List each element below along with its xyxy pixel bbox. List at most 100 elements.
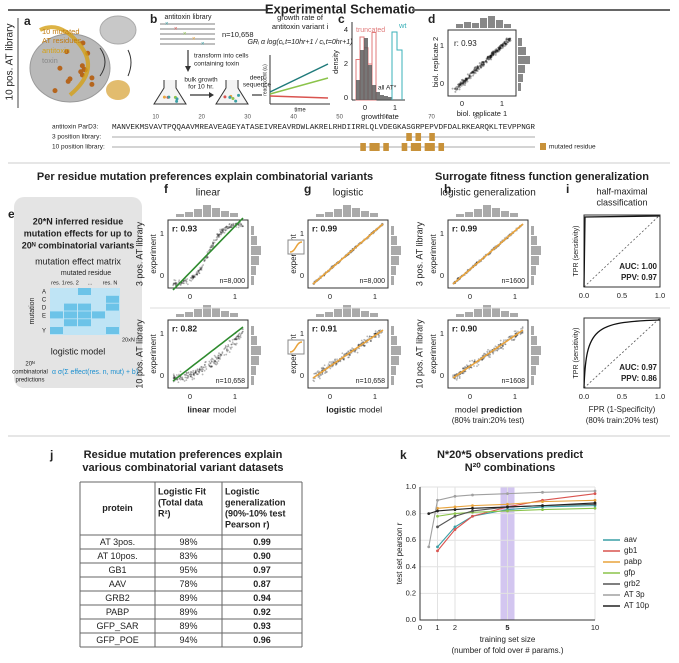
decoration [237,226,240,229]
decoration [501,44,504,47]
decoration [499,45,502,48]
decoration [212,244,215,247]
legend-label: grb2 [624,579,641,588]
decoration [468,367,471,370]
y-tick-label: 1.0 [406,482,416,491]
decoration [215,236,218,239]
decoration [237,93,241,97]
decoration [504,42,507,45]
decoration [208,365,211,368]
decoration [214,356,217,358]
decoration [203,205,211,217]
point [471,504,474,508]
decoration [508,39,511,42]
decoration [217,236,220,239]
decoration [212,358,214,361]
point [436,549,439,553]
decoration [226,345,229,348]
decoration [173,375,176,378]
decoration [504,343,507,346]
decoration [222,228,225,231]
decoration [193,374,196,377]
point [436,525,439,529]
decoration [334,209,342,217]
decoration [507,38,510,41]
tick-label: 2 [344,59,348,68]
decoration [203,260,206,263]
label: r: 0.99 [312,223,337,233]
decoration [322,368,324,370]
decoration [354,350,357,353]
decoration [472,74,475,77]
tick-label: 0 [300,271,304,280]
decoration [201,370,203,373]
decoration [501,46,504,49]
decoration [208,248,211,251]
decoration [458,88,461,91]
decoration [186,283,189,286]
decoration [465,364,468,367]
decoration [499,346,502,349]
decoration [226,350,229,353]
decoration [512,338,515,341]
decoration [470,366,473,369]
decoration [195,370,197,373]
decoration [220,232,223,235]
decoration [325,371,327,374]
decoration [498,47,501,50]
table-cell: 89% [179,621,197,631]
x-axis-label: (number of fold over # params.) [451,646,563,655]
decoration [218,356,221,359]
decoration [235,338,238,341]
decoration [339,360,342,363]
tick-label: 0.0 [579,291,589,300]
decoration [500,43,503,46]
decoration [89,75,95,81]
label: D [42,306,47,312]
decoration [531,346,541,355]
decoration [498,45,501,48]
decoration [473,359,476,361]
decoration [187,371,190,374]
decoration [220,354,223,356]
row-label: 3 pos. AT library [414,221,424,286]
decoration [334,309,342,317]
decoration [225,225,228,228]
decoration [172,373,175,376]
decoration [495,49,498,52]
decoration [498,48,501,51]
decoration [190,375,192,378]
decoration [458,86,461,89]
series-line [437,507,596,517]
decoration [461,367,464,370]
decoration [458,85,461,88]
label: AT residues [42,36,82,45]
decoration [377,336,380,338]
decoration [199,367,201,370]
label: E [42,314,46,320]
decoration [231,341,234,344]
decoration [370,213,378,217]
decoration [185,280,187,282]
decoration [485,58,488,61]
decoration [480,18,487,28]
decoration [187,372,190,374]
decoration [540,143,546,150]
decoration [204,361,207,364]
decoration [223,354,226,356]
decoration [200,268,202,270]
decoration [153,80,187,105]
decoration [184,374,187,376]
decoration [189,375,192,378]
decoration [350,349,352,352]
label: mutated residue [549,144,596,151]
decoration [583,319,661,389]
decoration [211,246,214,249]
decoration [489,55,492,58]
decoration [474,65,477,68]
table-cell: 0.90 [253,551,271,561]
label: density [331,50,340,74]
decoration [194,369,197,372]
decoration [470,72,473,75]
table-header: (Total data [158,497,204,507]
